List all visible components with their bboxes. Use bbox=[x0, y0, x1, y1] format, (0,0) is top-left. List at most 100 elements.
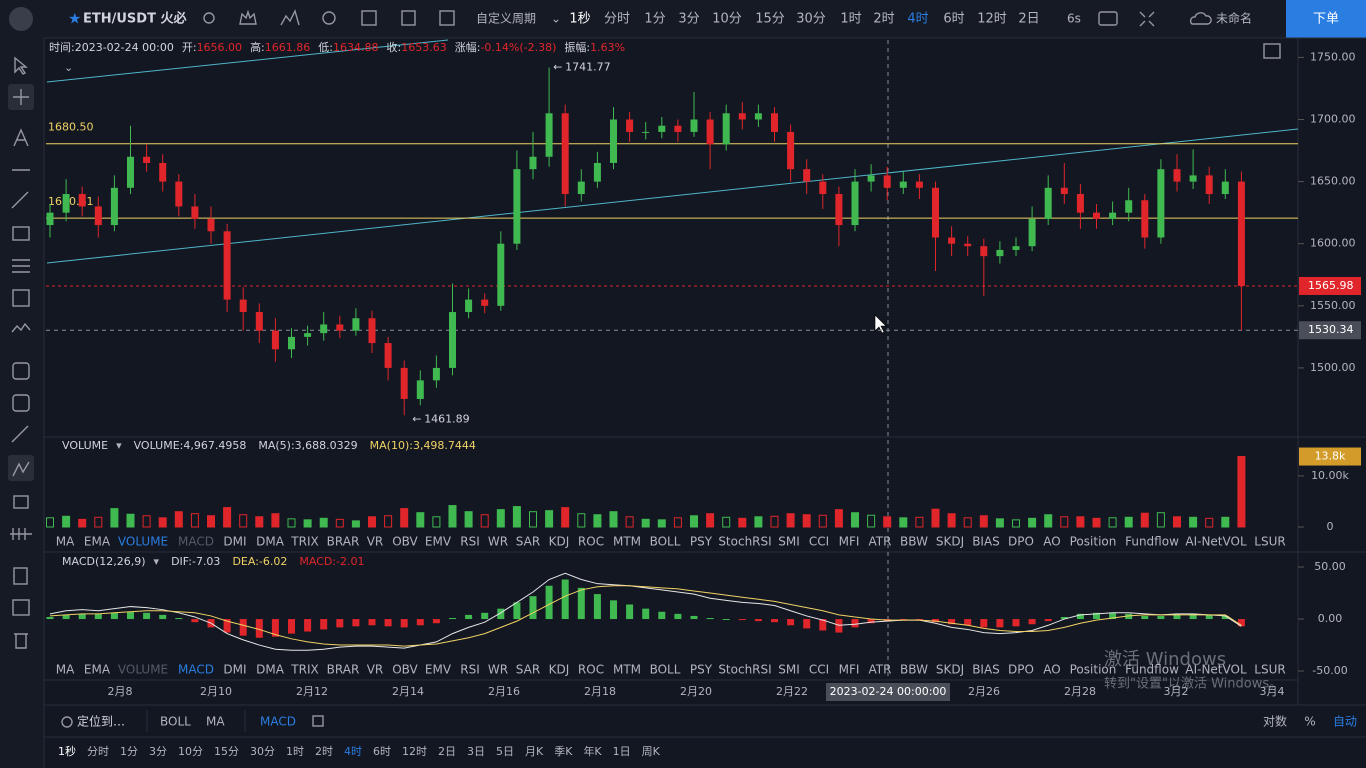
tool-magnet-strong[interactable] bbox=[12, 394, 30, 412]
indicator-tab[interactable]: EMV bbox=[425, 663, 452, 677]
period[interactable]: 10分 bbox=[178, 745, 203, 758]
indicator-tab[interactable]: StochRSI bbox=[718, 663, 771, 677]
indicator-tab[interactable]: AI-NetVOL bbox=[1185, 663, 1247, 677]
indicator-tab[interactable]: VOLUME bbox=[118, 535, 168, 549]
search-icon[interactable] bbox=[203, 12, 215, 24]
period[interactable]: 15分 bbox=[214, 745, 239, 758]
tool-hide[interactable] bbox=[10, 528, 32, 540]
layout-icon[interactable] bbox=[439, 10, 455, 26]
tool-grid[interactable] bbox=[12, 289, 30, 307]
indicator-tab[interactable]: BBW bbox=[900, 663, 928, 677]
tool-brush[interactable] bbox=[12, 461, 30, 477]
indicator-tab[interactable]: ROC bbox=[578, 663, 604, 677]
layout-name[interactable]: 未命名 bbox=[1216, 11, 1252, 26]
indicator-tab[interactable]: BIAS bbox=[972, 535, 1000, 549]
period[interactable]: 分时 bbox=[87, 745, 109, 758]
scale-option[interactable]: 自动 bbox=[1333, 715, 1357, 729]
logo[interactable] bbox=[9, 7, 33, 31]
interval[interactable]: 10分 bbox=[712, 12, 742, 27]
indicator-tab[interactable]: SKDJ bbox=[936, 535, 964, 549]
symbol[interactable]: ETH/USDT 火必 bbox=[83, 11, 186, 27]
period[interactable]: 5日 bbox=[496, 745, 514, 758]
indicator-tab[interactable]: KDJ bbox=[549, 663, 570, 677]
indicator-tab[interactable]: VR bbox=[367, 535, 384, 549]
interval[interactable]: 2日 bbox=[1018, 12, 1039, 27]
indicator-tab[interactable]: EMV bbox=[425, 535, 452, 549]
indicator-tab[interactable]: SAR bbox=[516, 663, 540, 677]
pane-title[interactable]: MACD(12,26,9) bbox=[62, 555, 146, 568]
indicator-tab[interactable]: BBW bbox=[900, 535, 928, 549]
period[interactable]: 周K bbox=[642, 745, 661, 758]
favorite-star[interactable]: ★ bbox=[68, 10, 81, 28]
indicator-tab[interactable]: DMA bbox=[256, 663, 285, 677]
interval[interactable]: 6时 bbox=[943, 12, 964, 27]
period[interactable]: 年K bbox=[583, 744, 602, 758]
indicator-tab[interactable]: AO bbox=[1043, 663, 1060, 677]
indicator-icon[interactable] bbox=[239, 9, 257, 25]
indicator-tab[interactable]: MACD bbox=[178, 663, 214, 677]
indicator-tab[interactable]: DPO bbox=[1008, 535, 1034, 549]
indicator-tab[interactable]: Position bbox=[1070, 663, 1117, 677]
period[interactable]: 3日 bbox=[467, 745, 485, 758]
indicator-tab[interactable]: SMI bbox=[778, 535, 800, 549]
collapse-toggle[interactable]: ⌄ bbox=[64, 61, 73, 74]
trend-line[interactable] bbox=[46, 39, 449, 83]
indicator-tab[interactable]: VR bbox=[367, 663, 384, 677]
interval[interactable]: 1时 bbox=[840, 12, 861, 27]
chart-type-icon[interactable] bbox=[280, 9, 300, 26]
interval[interactable]: 1秒 bbox=[569, 12, 590, 27]
interval[interactable]: 15分 bbox=[755, 12, 785, 27]
interval[interactable]: 4时 bbox=[907, 12, 928, 27]
indicator-tab[interactable]: MACD bbox=[178, 535, 214, 549]
indicator-tab[interactable]: MA bbox=[56, 535, 75, 549]
indicator-tab[interactable]: DMI bbox=[223, 535, 246, 549]
template-icon[interactable] bbox=[361, 10, 377, 26]
maximize-icon[interactable] bbox=[1263, 43, 1281, 59]
tool-ruler[interactable] bbox=[11, 425, 29, 443]
indicator-tab[interactable]: BRAR bbox=[327, 535, 360, 549]
refresh[interactable]: 6s bbox=[1067, 12, 1081, 26]
indicator-tab[interactable]: MTM bbox=[613, 535, 641, 549]
custom-period[interactable]: 自定义周期 bbox=[476, 11, 536, 26]
indicator-tab[interactable]: CCI bbox=[809, 663, 829, 677]
indicator-tab[interactable]: OBV bbox=[392, 535, 418, 549]
period[interactable]: 6时 bbox=[373, 745, 391, 758]
camera-icon[interactable] bbox=[1098, 11, 1118, 26]
indicator-tab[interactable]: BRAR bbox=[327, 663, 360, 677]
period[interactable]: 1秒 bbox=[58, 744, 76, 758]
indicator-tab[interactable]: MFI bbox=[839, 663, 860, 677]
period[interactable]: 2时 bbox=[315, 745, 333, 758]
indicator-tab[interactable]: ATR bbox=[869, 535, 892, 549]
edit-icon[interactable] bbox=[312, 715, 324, 727]
indicator-tab[interactable]: BIAS bbox=[972, 663, 1000, 677]
indicator-tab[interactable]: LSUR bbox=[1254, 535, 1285, 549]
indicator-tab[interactable]: BOLL bbox=[650, 663, 681, 677]
indicator-tab[interactable]: OBV bbox=[392, 663, 418, 677]
tool-lock[interactable] bbox=[13, 495, 29, 509]
pane-title[interactable]: VOLUME bbox=[62, 439, 108, 452]
interval[interactable]: 3分 bbox=[678, 12, 699, 27]
indicator-tab[interactable]: EMA bbox=[84, 663, 111, 677]
indicator-tab[interactable]: TRIX bbox=[290, 535, 318, 549]
indicator-tab[interactable]: DMI bbox=[223, 663, 246, 677]
period[interactable]: 月K bbox=[525, 745, 544, 758]
scale-option[interactable]: % bbox=[1304, 715, 1315, 729]
indicator-tab[interactable]: Fundflow bbox=[1125, 535, 1179, 549]
tool-wave[interactable] bbox=[11, 322, 31, 333]
indicator-tab[interactable]: Fundflow bbox=[1125, 663, 1179, 677]
tool-magnet[interactable] bbox=[12, 362, 30, 380]
copy-icon[interactable] bbox=[401, 10, 416, 26]
tool-rect[interactable] bbox=[12, 226, 30, 241]
indicator-tab[interactable]: SAR bbox=[516, 535, 540, 549]
locate[interactable]: 定位到… bbox=[77, 714, 125, 729]
tool-fib[interactable] bbox=[12, 259, 30, 273]
indicator-tab[interactable]: LSUR bbox=[1254, 663, 1285, 677]
period[interactable]: 2日 bbox=[438, 745, 456, 758]
indicator-tab[interactable]: WR bbox=[488, 535, 508, 549]
indicator-tab[interactable]: RSI bbox=[460, 663, 480, 677]
period[interactable]: 1时 bbox=[286, 745, 304, 758]
main-indicator[interactable]: MA bbox=[206, 715, 225, 729]
interval[interactable]: 12时 bbox=[977, 12, 1007, 27]
order-button[interactable]: 下单 bbox=[1313, 12, 1339, 27]
indicator-tab[interactable]: VOLUME bbox=[118, 663, 168, 677]
